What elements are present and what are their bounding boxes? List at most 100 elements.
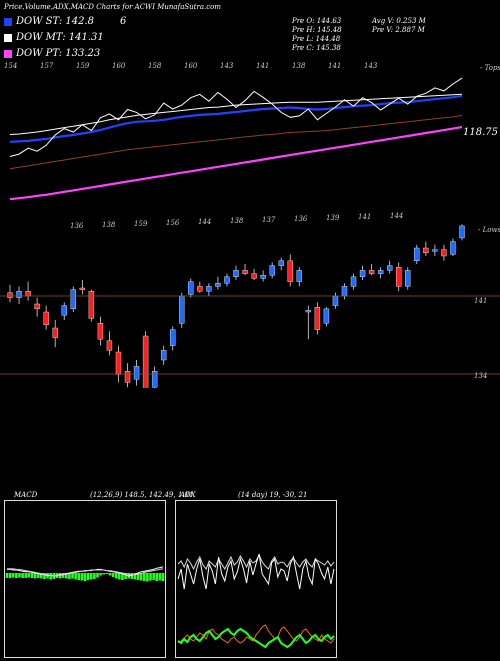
top-tick-label: 154: [4, 62, 17, 70]
info-avg-volume: Avg V: 0.253 M: [372, 17, 426, 25]
candle-up: [70, 289, 76, 310]
candle-down: [287, 260, 293, 282]
candle-down: [79, 287, 86, 290]
candle-up: [341, 286, 348, 297]
macd-histogram-bar: [83, 573, 87, 581]
macd-signal-line: [7, 568, 164, 577]
legend-note-st: 6: [120, 16, 127, 27]
macd-histogram-bar: [11, 573, 15, 578]
top-tick-label: 159: [76, 62, 90, 70]
low-tick-label: 138: [102, 221, 116, 229]
candle-up: [170, 329, 176, 346]
candle-up: [269, 265, 275, 276]
macd-histogram-bar: [99, 573, 102, 576]
top-tick-label: 141: [328, 62, 341, 70]
macd-histogram-bar: [86, 573, 90, 580]
macd-histogram-bar: [5, 573, 9, 578]
candle-up: [151, 371, 158, 388]
candle-up: [386, 265, 393, 271]
macd-histogram-bar: [71, 573, 74, 579]
lows-label: - Lows: [478, 226, 500, 234]
macd-histogram-bar: [74, 573, 77, 580]
candle-up: [405, 270, 411, 287]
candle-up: [377, 270, 384, 274]
low-tick-labels: 136 138 159 156 144 138 137 136 139 141 144: [70, 212, 403, 230]
candle-down: [441, 249, 447, 257]
info-pre-close: Pre C: 145.38: [292, 44, 341, 52]
chart-title: Price,Volume,ADX,MACD Charts for ACWI Mu…: [4, 3, 221, 11]
candle-down: [34, 303, 40, 310]
macd-histogram-bar: [64, 573, 68, 579]
adx-chart: [177, 553, 335, 649]
top-tick-labels: 154 157 159 160 158 160 143 141 138 141 143: [4, 62, 378, 70]
macd-histogram-bar: [80, 573, 84, 581]
macd-histogram-bar: [68, 573, 71, 579]
candle-down: [396, 266, 402, 287]
top-tick-label: 158: [148, 62, 162, 70]
candle-down: [124, 371, 131, 383]
macd-histogram-bar: [108, 573, 112, 576]
candle-down: [242, 270, 248, 274]
adx-minus-line: [177, 553, 335, 571]
candle-down: [423, 247, 429, 254]
top-tick-label: 143: [364, 62, 378, 70]
adx-plus-line: [177, 553, 335, 590]
macd-histogram-bar: [111, 573, 115, 577]
tops-label: - Tops: [480, 64, 500, 72]
candle-down: [368, 270, 375, 274]
candle-down: [314, 306, 321, 330]
info-pre-high: Pre H: 145.48: [292, 26, 342, 34]
candle-up: [350, 276, 357, 287]
macd-histogram-bar: [30, 573, 34, 578]
low-tick-label: 156: [166, 219, 180, 227]
low-tick-label: 137: [262, 216, 276, 224]
info-pre-low: Pre L: 144.48: [292, 35, 341, 43]
macd-histogram-bar: [158, 573, 162, 581]
candle-up: [432, 249, 438, 252]
right-label-134: 134: [474, 372, 488, 380]
legend-label-pt: DOW PT: 133.23: [16, 48, 101, 59]
candle-down: [52, 327, 58, 338]
info-pre-open: Pre O: 144.63: [292, 17, 342, 25]
candle-down: [142, 335, 149, 388]
macd-histogram-bar: [96, 573, 99, 578]
macd-histogram-bar: [105, 573, 109, 574]
top-tick-label: 157: [40, 62, 54, 70]
macd-panel: [4, 500, 166, 658]
macd-histogram-bar: [114, 573, 118, 579]
candle-up: [323, 308, 330, 324]
ema-value-label: 118.75: [463, 127, 498, 138]
macd-histogram-bar: [121, 573, 124, 580]
candle-down: [97, 323, 104, 340]
low-tick-label: 159: [134, 220, 148, 228]
macd-histogram-bar: [21, 573, 24, 578]
candle-up: [459, 225, 465, 239]
low-tick-label: 138: [230, 217, 244, 225]
ema-pt-line: [9, 126, 463, 201]
candle-up: [450, 241, 456, 255]
macd-histogram-bar: [152, 573, 155, 580]
legend-label-st: DOW ST: 142.8: [16, 16, 95, 27]
macd-histogram-bar: [40, 573, 43, 579]
candle-down: [88, 290, 95, 319]
low-tick-label: 139: [326, 214, 340, 222]
top-tick-label: 138: [292, 62, 306, 70]
legend-dow-pt: DOW PT: 133.23: [4, 48, 100, 59]
macd-histogram-bar: [118, 573, 121, 580]
ema-long-line: [9, 114, 463, 170]
legend-label-mt: DOW MT: 141.31: [16, 32, 104, 43]
macd-line: [7, 566, 164, 577]
macd-histogram-bar: [49, 573, 52, 580]
macd-histogram-bar: [146, 573, 149, 582]
right-label-141: 141: [474, 297, 488, 305]
macd-histogram-bar: [93, 573, 96, 579]
macd-histogram-bar: [102, 573, 106, 575]
candle-up: [305, 310, 312, 313]
ema-lines: [9, 77, 463, 201]
macd-histogram-bar: [24, 573, 28, 578]
legend-swatch-mt: [4, 33, 12, 42]
ema-short-line: [9, 94, 463, 143]
candle-down: [25, 290, 31, 297]
low-tick-label: 144: [390, 212, 403, 220]
candle-down: [115, 351, 122, 375]
